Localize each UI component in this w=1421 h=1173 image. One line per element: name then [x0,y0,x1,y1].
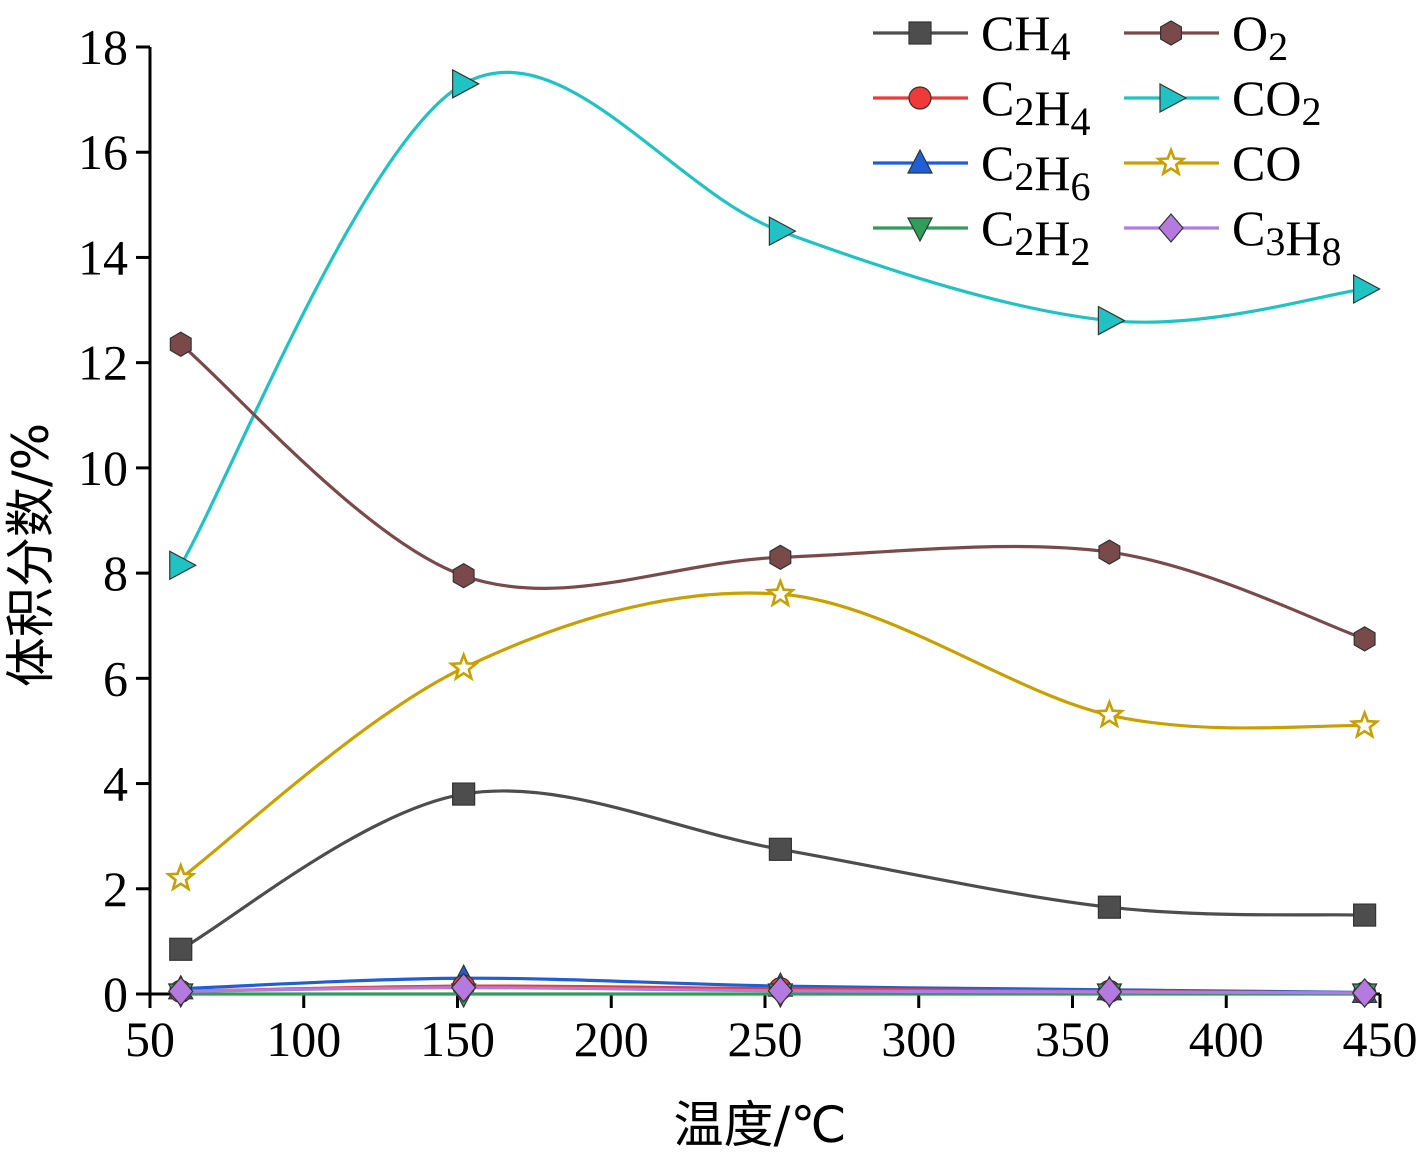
y-tick-label: 14 [78,229,128,285]
data-point-C3H8-2 [767,975,794,1006]
series-line-CH4 [179,789,1365,951]
y-tick-label: 0 [103,966,128,1022]
y-tick-label: 8 [103,545,128,601]
data-point-CO-2 [764,577,797,608]
data-point-CH4-2 [768,837,792,861]
x-axis-title: 温度/℃ [674,1096,847,1154]
legend-item-C2H2: C2H2 [873,200,1090,274]
data-point-O2-1 [452,563,475,589]
legend-item-CO: CO [1124,135,1301,191]
data-point-CH4-1 [452,782,476,806]
data-point-O2-3 [1098,539,1121,565]
series-CO [164,577,1381,892]
series-layer [164,68,1381,1009]
data-point-CO-1 [447,651,480,682]
legend-label-CO: CO [1232,135,1301,191]
data-point-CO2-1 [452,68,480,99]
y-tick-label: 2 [103,861,128,917]
y-tick-label: 10 [78,440,128,496]
data-point-C3H8-4 [1351,978,1378,1008]
data-point-C3H8-0 [167,976,194,1007]
legend-marker-C2H6 [907,148,933,174]
x-tick-label: 100 [266,1011,341,1067]
data-point-C3H8-1 [450,972,477,1003]
data-point-CO2-2 [768,216,797,247]
data-point-CO-3 [1093,698,1126,729]
data-point-CO2-0 [169,550,198,581]
legend-marker-C2H4 [908,86,932,110]
series-CH4 [169,782,1377,961]
data-point-CH4-4 [1353,903,1377,927]
y-tick-label: 18 [78,19,128,75]
legend-label-O2: O2 [1232,5,1288,69]
x-tick-label: 450 [1343,1011,1418,1067]
y-tick-label: 4 [103,756,128,812]
y-axis-title: 体积分数/% [2,423,60,687]
legend-marker-C2H2 [907,217,933,243]
x-tick-label: 300 [881,1011,956,1067]
legend-label-C2H2: C2H2 [981,200,1090,274]
data-point-CH4-0 [169,937,193,961]
legend-marker-CH4 [908,21,932,45]
legend-marker-O2 [1160,20,1182,46]
x-axis-ticks: 50 100 150 200 250 300 350 400 450 [125,994,1418,1067]
legend-item-CO2: CO2 [1124,70,1321,134]
data-point-O2-0 [169,331,192,357]
y-tick-label: 16 [78,124,128,180]
legend: CH4 O2 C2H4 CO2 C2H6 CO C2H2 C3H8 [873,5,1341,274]
data-point-CH4-3 [1097,895,1122,919]
x-tick-label: 350 [1035,1011,1110,1067]
data-point-CO-4 [1348,709,1381,740]
legend-item-C2H6: C2H6 [873,135,1090,209]
series-CO2 [169,68,1381,581]
legend-label-CO2: CO2 [1232,70,1321,134]
x-tick-label: 400 [1189,1011,1264,1067]
data-point-O2-4 [1353,626,1376,652]
legend-marker-CO2 [1159,82,1188,114]
y-axis-ticks: 0 2 4 6 8 10 12 14 16 18 [78,19,150,1022]
legend-label-CH4: CH4 [981,5,1070,69]
series-line-CO2 [179,70,1365,567]
x-tick-label: 50 [125,1011,175,1067]
legend-marker-CO [1155,146,1187,177]
legend-item-CH4: CH4 [873,5,1070,69]
x-tick-label: 150 [420,1011,495,1067]
x-tick-label: 250 [728,1011,803,1067]
axes [148,47,1380,996]
data-point-O2-2 [769,544,792,571]
x-tick-label: 200 [574,1011,649,1067]
data-point-C3H8-3 [1096,976,1123,1007]
series-C3H8 [167,972,1378,1008]
legend-item-O2: O2 [1124,5,1288,69]
legend-marker-C3H8 [1158,213,1184,243]
data-point-CO-0 [164,861,197,892]
legend-item-C3H8: C3H8 [1124,200,1341,274]
legend-label-C2H6: C2H6 [981,135,1090,209]
data-point-CO2-3 [1097,305,1126,336]
y-tick-label: 12 [78,335,128,391]
legend-label-C3H8: C3H8 [1232,200,1341,274]
legend-label-C2H4: C2H4 [981,70,1090,144]
data-point-CO2-4 [1353,274,1381,305]
y-tick-label: 6 [103,650,128,706]
series-O2 [169,331,1376,652]
legend-item-C2H4: C2H4 [873,70,1090,144]
